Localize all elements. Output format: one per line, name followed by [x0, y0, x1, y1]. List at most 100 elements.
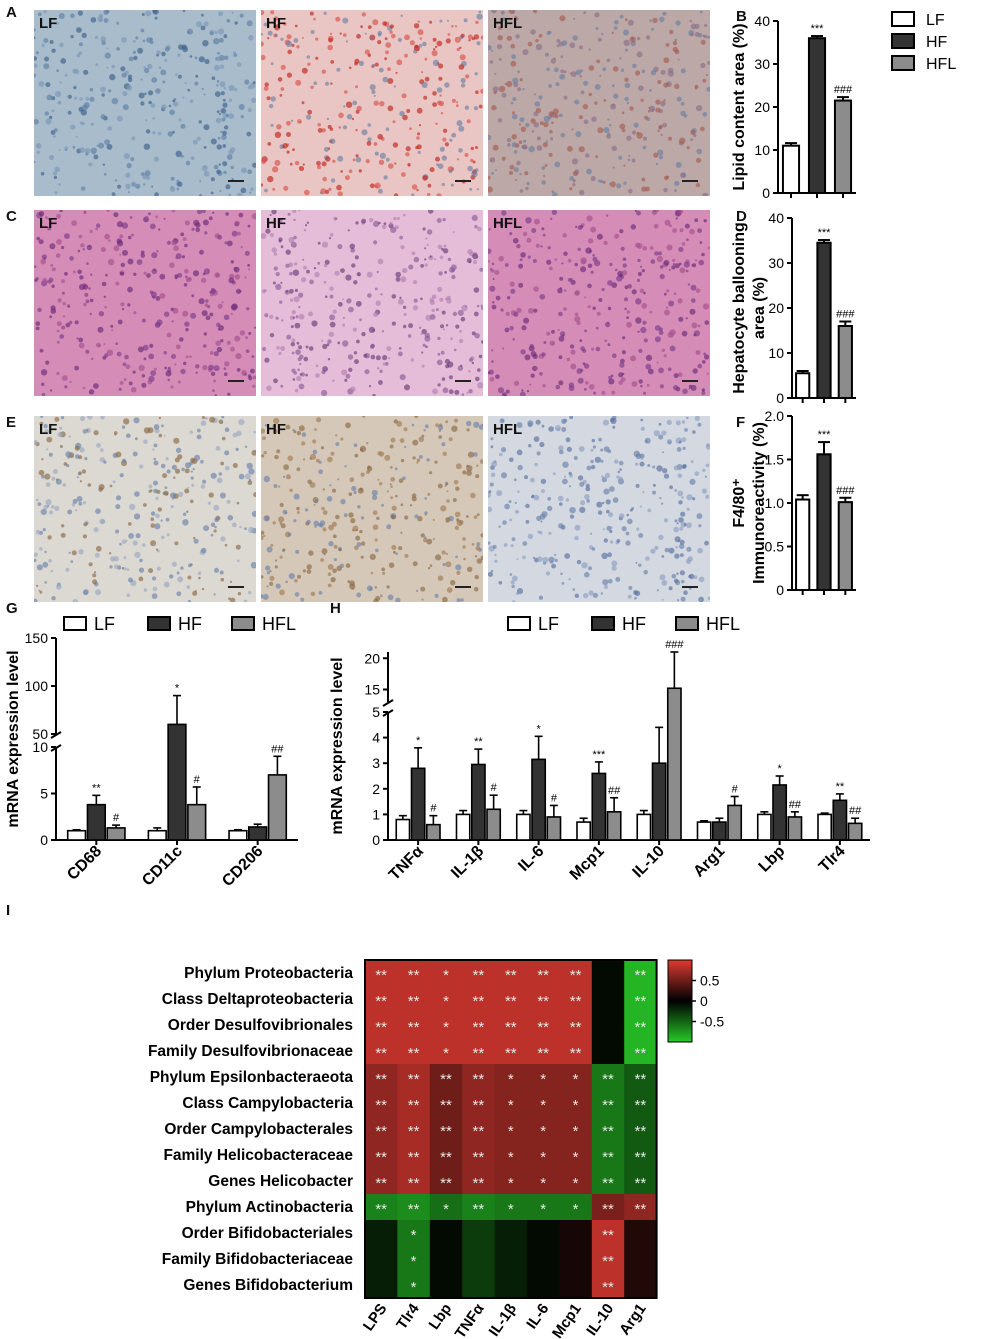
heatmap-cell	[624, 1012, 658, 1039]
heatmap-significance: **	[440, 1149, 452, 1166]
heatmap-row-label: Genes Helicobacter	[208, 1173, 353, 1190]
panel-letter-i: I	[6, 902, 11, 919]
tissue-texture	[261, 10, 483, 196]
heatmap-cell	[397, 1246, 431, 1273]
y-axis-label: Immunoreactivity (%)	[751, 422, 768, 584]
bar-lf	[515, 813, 531, 841]
bar-hfl	[833, 99, 853, 194]
heatmap-significance: *	[540, 1175, 546, 1192]
heatmap-cell	[462, 1038, 496, 1065]
heatmap-significance: **	[375, 1045, 387, 1062]
significance-mark: ***	[818, 227, 832, 239]
heatmap-cell	[494, 1220, 528, 1247]
axis-break-mark	[382, 699, 394, 707]
y-tick-label: 20	[768, 300, 784, 316]
heatmap-significance: *	[508, 1097, 514, 1114]
heatmap-cell	[559, 986, 593, 1013]
heatmap-significance: **	[602, 1123, 614, 1140]
heatmap-significance: **	[408, 1123, 420, 1140]
legend-label-hfl: HFL	[262, 614, 296, 634]
heatmap-cell	[365, 1272, 398, 1299]
heatmap-cell	[397, 1220, 431, 1247]
heatmap-significance: **	[375, 1071, 387, 1088]
heatmap-cell	[494, 1168, 528, 1195]
heatmap-cell	[591, 960, 625, 987]
bar-hf	[651, 762, 667, 841]
heatmap-significance: **	[375, 1175, 387, 1192]
scale-bar	[455, 586, 471, 588]
y-tick-label: 1.5	[765, 452, 785, 468]
heatmap-cell	[559, 1090, 593, 1117]
heatmap-cell	[559, 1220, 593, 1247]
heatmap-significance: *	[540, 1123, 546, 1140]
heatmap-cell	[397, 1194, 431, 1221]
bar-hf	[772, 784, 788, 841]
bar-hfl	[847, 822, 863, 841]
bar-lf	[576, 821, 592, 841]
heatmap-cell	[527, 1194, 560, 1221]
legend-swatch-lf	[507, 616, 531, 631]
heatmap-significance: *	[573, 1071, 579, 1088]
heatmap-column-label: Mcp1	[549, 1301, 585, 1339]
heatmap-significance: **	[473, 1175, 485, 1192]
significance-mark: #	[491, 782, 498, 794]
heatmap-cell	[365, 960, 398, 987]
heatmap-significance: **	[473, 993, 485, 1010]
panel-letter-c: C	[6, 208, 17, 225]
y-tick-label: 10	[32, 739, 48, 755]
heatmap-cell	[527, 1220, 560, 1247]
heatmap-significance: **	[473, 1201, 485, 1218]
heatmap-significance: *	[540, 1201, 546, 1218]
heatmap-significance: *	[573, 1123, 579, 1140]
heatmap-significance: **	[537, 1019, 549, 1036]
significance-mark: **	[836, 781, 845, 793]
heatmap-row-label: Family Helicobacteraceae	[163, 1147, 353, 1164]
legend-label-lf: LF	[538, 614, 559, 634]
heatmap-cell	[591, 1194, 625, 1221]
heatmap-cell	[429, 1272, 463, 1299]
heatmap-cell	[494, 1272, 528, 1299]
heatmap-column-label: LPS	[360, 1301, 391, 1335]
heatmap-cell	[591, 1090, 625, 1117]
heatmap-cell	[494, 1038, 528, 1065]
heatmap-significance: *	[411, 1279, 417, 1296]
micrograph-group-label: LF	[39, 421, 58, 438]
y-tick-label: 15	[364, 682, 380, 698]
tissue-texture	[488, 210, 710, 396]
heatmap-significance: **	[635, 1201, 647, 1218]
heatmap-significance: **	[408, 1175, 420, 1192]
heatmap-significance: *	[573, 1097, 579, 1114]
heatmap-cell	[527, 1012, 560, 1039]
tissue-texture	[34, 416, 256, 602]
heatmap-cell	[462, 1142, 496, 1169]
heatmap-cell	[624, 1220, 658, 1247]
heatmap-significance: **	[635, 967, 647, 984]
heatmap-cell	[462, 1220, 496, 1247]
heatmap-cell	[397, 1038, 431, 1065]
heatmap-significance: **	[408, 967, 420, 984]
heatmap-column-label: TNFα	[452, 1300, 488, 1339]
heatmap-cell	[591, 1116, 625, 1143]
colorbar-tick-label: -0.5	[700, 1014, 724, 1030]
heatmap-significance: **	[635, 1149, 647, 1166]
heatmap-cell	[429, 1038, 463, 1065]
heatmap-significance: **	[408, 1019, 420, 1036]
heatmap-cell	[429, 1116, 463, 1143]
heatmap-column-label: Arg1	[616, 1301, 650, 1339]
heatmap-cell	[429, 1246, 463, 1273]
heatmap-row-label: Order Bifidobacteriales	[182, 1225, 353, 1242]
bar-hf	[816, 241, 832, 399]
y-tick-label: 3	[372, 755, 380, 771]
y-axis-label: mRNA expression level	[5, 650, 22, 827]
bar-hfl	[187, 803, 207, 841]
heatmap-cell	[559, 1012, 593, 1039]
heatmap-cell	[365, 1168, 398, 1195]
y-tick-label: 20	[364, 650, 380, 666]
significance-mark: #	[430, 803, 437, 815]
tissue-texture	[261, 416, 483, 602]
tissue-texture	[34, 210, 256, 396]
heatmap-cell	[527, 1246, 560, 1273]
panel-letter-d: D	[736, 208, 747, 225]
x-tick-label: CD68	[64, 843, 105, 884]
bar-hfl	[837, 325, 853, 399]
